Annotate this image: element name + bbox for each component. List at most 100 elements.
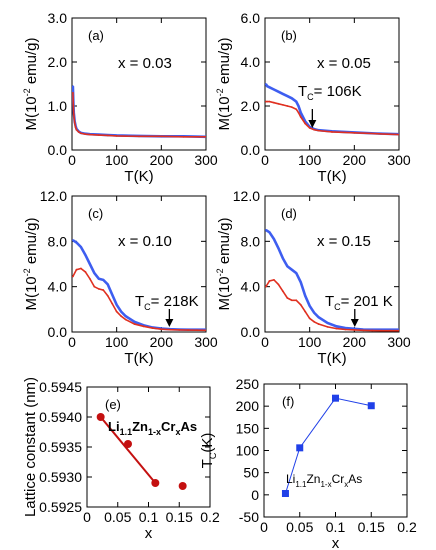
- fc-point: [313, 320, 316, 323]
- fc-point: [106, 294, 109, 297]
- fc-point: [115, 310, 118, 313]
- fc-point: [72, 91, 74, 94]
- y-tick-label: 12.0: [233, 188, 260, 204]
- y-tick-label: 4.0: [48, 279, 68, 295]
- fc-point: [304, 310, 307, 313]
- composition-note: x = 0.03: [118, 55, 172, 72]
- lattice-point: [178, 482, 187, 490]
- fc-point: [380, 329, 383, 332]
- y-tick-label: 0.0: [241, 324, 261, 340]
- x-tick-label: 0: [261, 152, 269, 168]
- y-label-unit: emu/g): [23, 217, 40, 268]
- fc-point: [97, 288, 100, 290]
- plot-frame: [71, 195, 207, 333]
- fc-point: [106, 134, 109, 137]
- formula-sub: 1.1: [295, 480, 307, 489]
- y-label-exponent: -2: [22, 268, 32, 276]
- zfc-point: [286, 265, 289, 268]
- fc-curve: [72, 267, 206, 332]
- x-axis-label: T(K): [317, 168, 346, 185]
- formula-sub: 1.1: [120, 427, 133, 437]
- y-tick-label: 4.0: [241, 279, 261, 295]
- fc-point: [75, 268, 78, 271]
- fc-point: [290, 106, 293, 108]
- fc-point: [88, 133, 91, 136]
- fc-point: [317, 323, 320, 325]
- zfc-point: [295, 100, 298, 103]
- y-label-base: M(10: [216, 96, 233, 130]
- fit-line: [99, 416, 157, 484]
- y-label-base: T: [199, 459, 216, 468]
- zfc-point: [313, 311, 316, 314]
- fc-point: [160, 328, 163, 331]
- x-tick-label: 0: [260, 519, 268, 535]
- formula-zn: Zn: [132, 419, 148, 434]
- zfc-point: [317, 316, 320, 319]
- y-label-unit: emu/g): [216, 217, 233, 268]
- x-tick-label: 300: [194, 334, 218, 350]
- y-label-exponent: -2: [215, 268, 225, 276]
- zfc-point: [281, 257, 284, 260]
- tc-label-subscript: C: [144, 302, 151, 312]
- tc-arrow-head: [308, 120, 317, 128]
- fc-curve: [72, 92, 206, 138]
- tc-arrow-head: [165, 319, 174, 327]
- tc-label-base: T: [135, 293, 144, 310]
- panel-c: 0 100 200 300 0.0 4.0 8.0 12.0 T(K) M(10-2 emu/g)…: [22, 188, 218, 367]
- y-tick-label: 200: [236, 398, 260, 414]
- y-tick-label: 0.5945: [39, 379, 82, 395]
- formula-sub: x: [175, 427, 180, 437]
- composition-note: x = 0.15: [317, 233, 371, 250]
- fc-point: [138, 135, 140, 138]
- y-tick-label: 100: [236, 443, 260, 459]
- zfc-point: [266, 85, 269, 88]
- fc-point: [398, 133, 399, 136]
- fc-curve: [265, 100, 399, 136]
- fc-point: [353, 131, 356, 134]
- formula-cr: Cr: [332, 472, 345, 486]
- y-tick-label: 250: [236, 376, 260, 392]
- zfc-point: [75, 241, 78, 244]
- tc-point: [332, 394, 339, 402]
- formula-sub: 1-x: [148, 427, 161, 437]
- zfc-point: [124, 315, 127, 318]
- fc-point: [74, 126, 77, 129]
- y-tick-label: -50: [239, 509, 259, 525]
- x-tick-label: 200: [150, 152, 174, 168]
- fc-point: [160, 135, 163, 138]
- formula-li: Li: [108, 419, 120, 434]
- formula-sub: 1-x: [320, 480, 331, 489]
- fc-point: [268, 100, 271, 103]
- fc-point: [77, 131, 80, 133]
- zfc-point: [106, 283, 109, 286]
- zfc-point: [297, 105, 300, 107]
- panel-label: (d): [281, 206, 297, 221]
- fc-point: [72, 113, 75, 116]
- zfc-point: [304, 294, 307, 297]
- zfc-point: [277, 90, 280, 93]
- panel-label: (e): [105, 397, 121, 412]
- y-tick-label: 3.0: [48, 10, 68, 26]
- fc-curve: [265, 278, 399, 332]
- tc-label-base: T: [298, 83, 307, 100]
- fc-point: [80, 267, 82, 270]
- x-tick-label: 300: [387, 152, 411, 168]
- fc-point: [196, 329, 198, 332]
- tc-label: TC= 201 K: [325, 293, 393, 312]
- zfc-point: [93, 272, 96, 274]
- fc-point: [178, 329, 181, 331]
- zfc-point: [344, 327, 347, 329]
- compound-formula: Li1.1Zn1-xCrxAs: [286, 472, 362, 489]
- x-axis-label: x: [145, 525, 153, 542]
- fc-point: [335, 327, 338, 330]
- fc-point: [205, 329, 206, 332]
- fc-point: [286, 297, 289, 299]
- fc-point: [299, 303, 302, 306]
- fc-point: [331, 131, 333, 133]
- panel-e: 0 0.05 0.1 0.15 0.2 0.5925 0.5930 0.5935 0.5940 0…: [22, 377, 220, 542]
- fc-point: [344, 328, 347, 331]
- zfc-point: [133, 320, 136, 323]
- x-tick-label: 0: [261, 334, 269, 350]
- x-tick-label: 0.05: [286, 519, 313, 535]
- x-axis-label: T(K): [317, 350, 346, 367]
